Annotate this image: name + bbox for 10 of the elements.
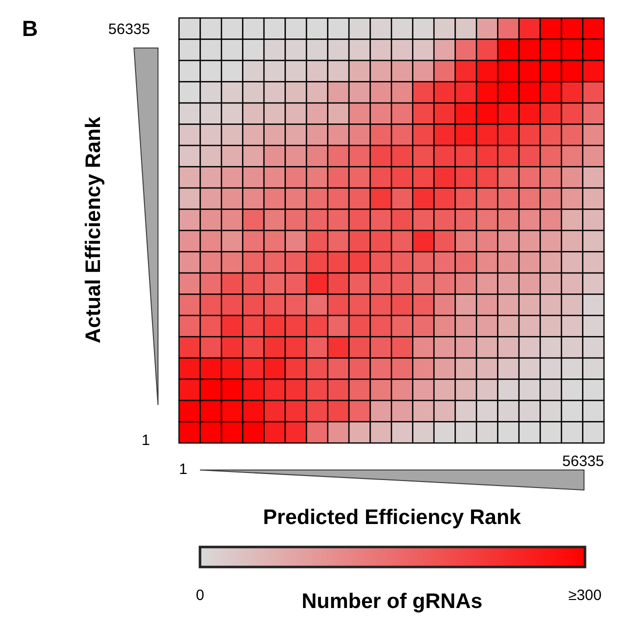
text: 1 [179,461,188,478]
color-bar-title: Number of gRNAs [302,590,482,613]
x-axis-title: Predicted Efficiency Rank [263,506,522,529]
text: 1 [142,432,150,449]
color-bar-label: 0 [196,587,204,604]
y-axis-title: Actual Efficiency Rank [82,116,105,344]
chart-title: B [22,16,38,41]
text: 56335 [562,453,604,470]
color-bar-label: ≥300 [568,587,602,604]
text: 56335 [108,21,150,38]
